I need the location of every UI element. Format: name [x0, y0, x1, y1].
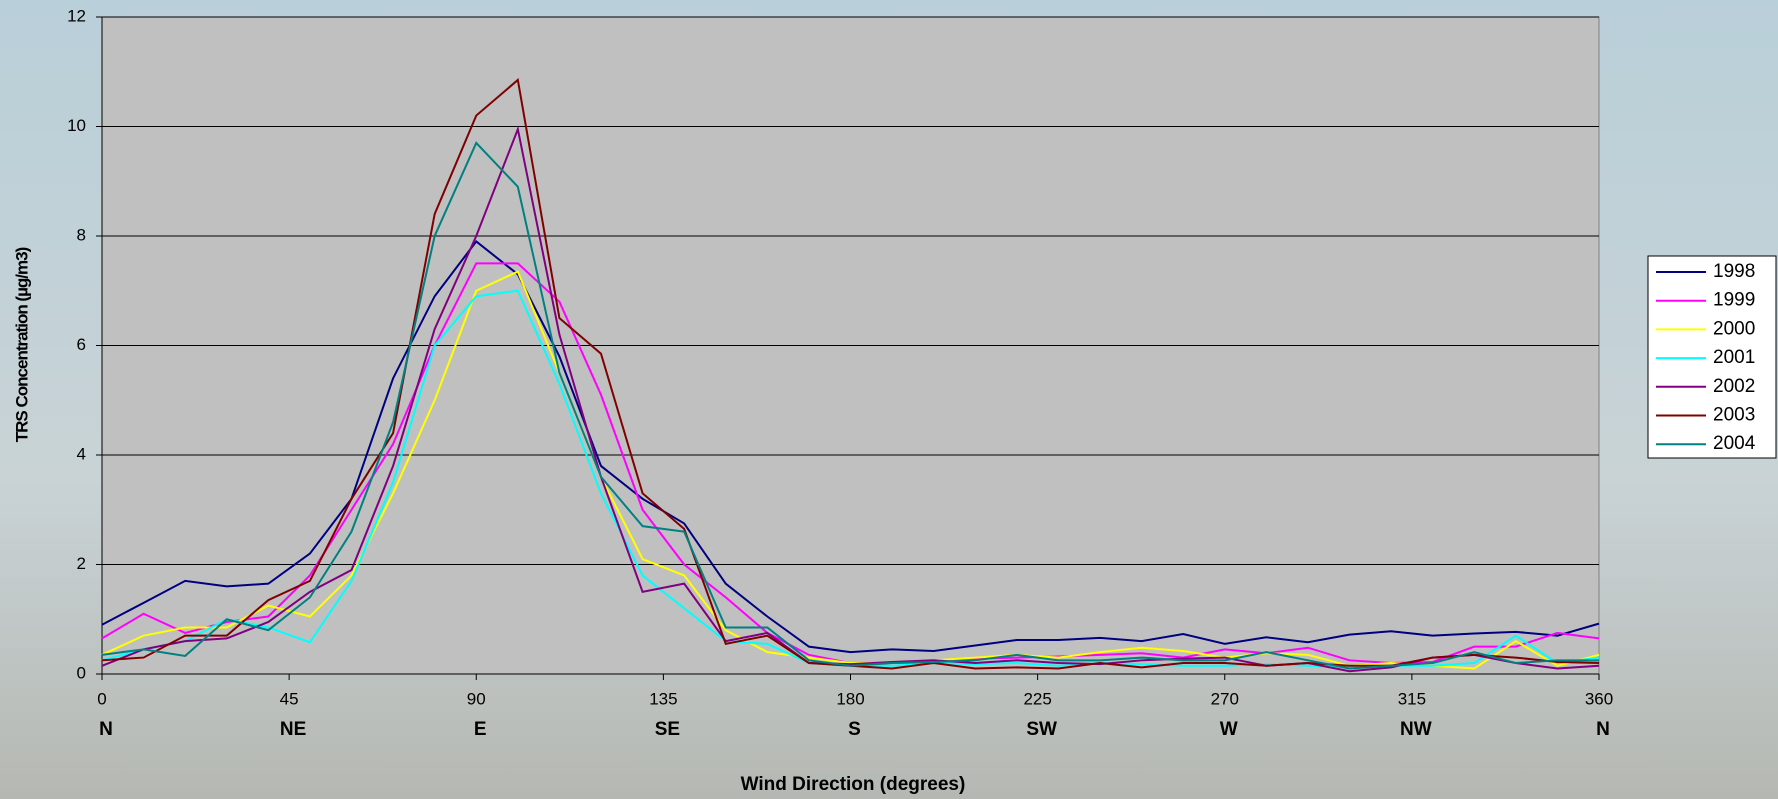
y-tick-label: 12 [67, 6, 86, 25]
series-line [101, 141, 1599, 670]
x-tick-label: 225 [1023, 689, 1051, 708]
x-tick-label: 135 [649, 689, 677, 708]
direction-label: SE [655, 719, 680, 740]
direction-label: S [848, 719, 861, 740]
x-tick-label: 270 [1211, 689, 1239, 708]
x-tick-label: 180 [836, 689, 864, 708]
x-tick-label: 90 [467, 689, 486, 708]
y-tick-label: 4 [77, 444, 86, 463]
y-tick-label: 0 [77, 663, 86, 682]
legend-label: 2003 [1713, 405, 1755, 426]
y-tick-label: 10 [67, 116, 86, 135]
legend-label: 1998 [1713, 261, 1755, 282]
y-axis-title: TRS Concentration (µg/m3) [12, 247, 31, 442]
direction-label: E [474, 719, 487, 740]
direction-label: SW [1026, 719, 1057, 740]
direction-label: NE [280, 719, 306, 740]
legend [1647, 255, 1777, 459]
y-tick-label: 6 [77, 335, 86, 354]
y-tick-label: 8 [77, 225, 86, 244]
direction-label: N [99, 719, 113, 740]
legend-label: 1999 [1713, 290, 1755, 311]
x-tick-label: 360 [1585, 689, 1613, 708]
legend-label: 2002 [1713, 376, 1755, 397]
legend-label: 2001 [1713, 347, 1755, 368]
y-tick-label: 2 [77, 554, 86, 573]
x-tick-label: 315 [1398, 689, 1426, 708]
series-line [101, 125, 1600, 673]
x-axis-title: Wind Direction (degrees) [741, 774, 966, 795]
x-tick-label: 0 [97, 689, 106, 708]
x-tick-label: 45 [280, 689, 299, 708]
legend-label: 2000 [1713, 318, 1755, 339]
direction-label: N [1596, 719, 1610, 740]
legend-label: 2004 [1713, 433, 1756, 454]
direction-label: W [1220, 719, 1238, 740]
direction-label: NW [1400, 719, 1432, 740]
